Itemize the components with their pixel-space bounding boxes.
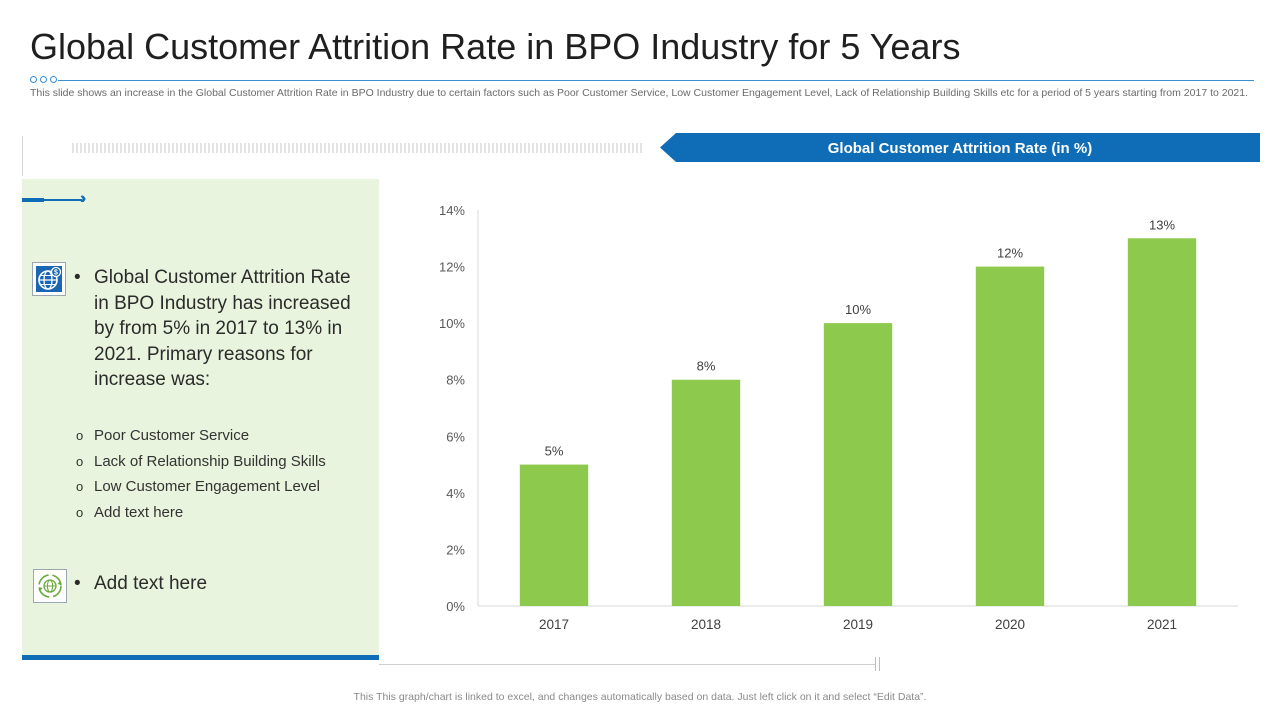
bullet-marker: • [74, 573, 81, 594]
bottom-divider [379, 664, 875, 665]
summary-panel [22, 179, 379, 657]
x-tick-label-2018: 2018 [691, 617, 721, 632]
x-tick-label-2020: 2020 [995, 617, 1025, 632]
add-text-label: Add text here [94, 573, 208, 594]
data-label-2017: 5% [545, 444, 564, 459]
bar-2021 [1127, 238, 1197, 606]
reasons-list: o Poor Customer Service o Lack of Relation… [76, 423, 376, 526]
list-item: o Add text here [76, 500, 376, 526]
sub-bullet-marker: o [76, 453, 84, 469]
chart-title: Global Customer Attrition Rate (in %) [827, 140, 1093, 157]
attrition-bar-chart: 0% 2% 4% 6% 8% 10% 12% 14% 5% 2017 8% 2018 10% 2019 12… [439, 203, 1238, 632]
title-divider [58, 80, 1254, 81]
dashed-divider [72, 143, 644, 153]
arrow-line-decoration [22, 199, 82, 201]
bar-2017 [519, 464, 589, 606]
chart-title-banner: Global Customer Attrition Rate (in %) [660, 133, 1260, 162]
list-item: o Lack of Relationship Building Skills [76, 449, 376, 475]
x-tick-label-2017: 2017 [539, 617, 569, 632]
data-label-2018: 8% [697, 359, 716, 374]
list-item: o Low Customer Engagement Level [76, 474, 376, 500]
y-tick-label: 14% [439, 203, 465, 218]
bottom-divider-tick [875, 657, 876, 671]
page-subtitle: This slide shows an increase in the Glob… [30, 87, 1249, 99]
y-tick-label: 12% [439, 260, 465, 275]
x-tick-label-2019: 2019 [843, 617, 873, 632]
bar-2018 [671, 379, 741, 606]
y-tick-label: 4% [446, 486, 465, 501]
y-tick-label: 2% [446, 542, 465, 557]
svg-text:$: $ [54, 270, 58, 277]
sub-bullet-marker: o [76, 479, 84, 495]
bullet-marker: • [74, 267, 81, 288]
main-bullet-text: Global Customer Attrition Rate in BPO In… [94, 267, 351, 391]
globe-dollar-icon: $ [32, 262, 66, 296]
bar-2020 [975, 266, 1045, 606]
chevrons-icon: ›››› [80, 190, 88, 207]
bar-2019 [823, 323, 893, 606]
frame-line [22, 136, 23, 176]
sub-bullet-marker: o [76, 428, 84, 443]
list-item-text: Poor Customer Service [94, 427, 250, 444]
page-title: Global Customer Attrition Rate in BPO In… [30, 26, 961, 67]
list-item: o Poor Customer Service [76, 423, 376, 449]
y-tick-label: 8% [446, 373, 465, 388]
y-tick-label: 0% [446, 599, 465, 614]
data-label-2019: 10% [845, 302, 871, 317]
recycle-globe-icon [33, 569, 67, 603]
title-dots-decoration [30, 76, 57, 83]
list-item-text: Lack of Relationship Building Skills [94, 452, 326, 470]
data-label-2020: 12% [997, 246, 1023, 261]
list-item-text: Low Customer Engagement Level [94, 478, 320, 496]
arrow-line-accent [22, 198, 44, 202]
x-tick-label-2021: 2021 [1147, 617, 1177, 632]
y-tick-label: 6% [446, 429, 465, 444]
footer-note: This This graph/chart is linked to excel… [353, 691, 927, 703]
bottom-divider-tick [879, 657, 880, 671]
list-item-text: Add text here [94, 504, 184, 522]
data-label-2021: 13% [1149, 217, 1175, 232]
sub-bullet-marker: o [76, 505, 84, 521]
y-tick-label: 10% [439, 316, 465, 331]
panel-accent-bar [22, 655, 379, 660]
